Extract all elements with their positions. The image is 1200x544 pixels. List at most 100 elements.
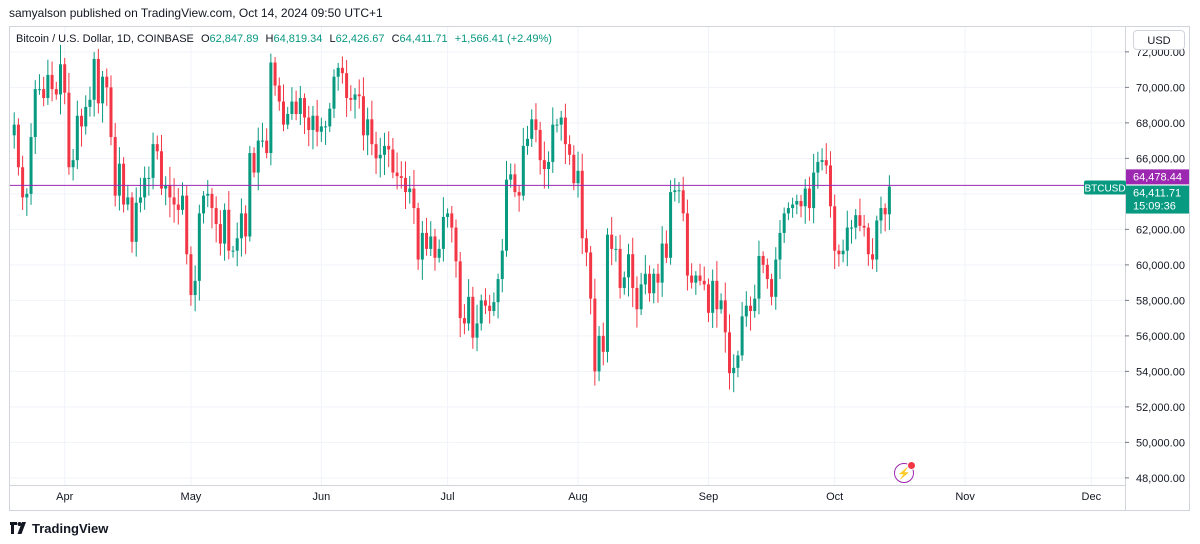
candle-body [340,67,344,74]
candle-body [740,316,744,356]
symbol-legend: Bitcoin / U.S. Dollar, 1D, COINBASE O62,… [16,32,552,46]
candle-body [534,119,538,130]
lightning-icon[interactable]: ⚡ [894,461,916,483]
y-tick-label: 50,000.00 [1136,437,1185,449]
legend-high-value: 64,819.34 [273,33,323,45]
candle-body [281,101,285,125]
candle-body [244,213,248,237]
y-tick-label: 56,000.00 [1136,331,1185,343]
candle-body [807,188,811,209]
candle-body [12,124,16,136]
candle-body [677,190,681,192]
candle-body [54,89,58,95]
candle-body [816,161,820,173]
candle-body [643,273,647,285]
candle-body [101,76,105,104]
legend-low-value: 62,426.67 [335,33,385,45]
candle-body [542,160,546,170]
x-tick-label: Apr [56,491,73,503]
x-tick-label: Aug [568,491,588,503]
candle-body [471,296,475,338]
candle-body [795,200,799,205]
candle-body [277,85,281,102]
candle-body [854,215,858,228]
candle-body [652,273,656,294]
candle-body [635,287,639,310]
candle-body [303,98,307,118]
candle-body [159,151,163,189]
candle-body [92,58,96,100]
candle-body [803,188,807,207]
candle-body [749,305,753,312]
candle-body [467,296,471,324]
publish-header: samyalson published on TradingView.com, … [9,6,383,20]
currency-selector[interactable]: USD [1133,30,1185,50]
candle-body [706,284,710,313]
x-tick-label: Nov [955,491,975,503]
candle-body [530,119,534,139]
y-tick-label: 60,000.00 [1136,260,1185,272]
candle-body [138,197,142,203]
candle-body [63,64,67,93]
legend-open-label: O [200,33,210,45]
candle-body [475,323,479,338]
candle-body [370,119,374,145]
candle-body [273,62,277,86]
hline-price-tag [1126,169,1189,185]
candle-body [210,193,214,209]
symbol-tag [1084,180,1126,195]
candle-body [887,186,891,215]
candle-body [21,167,25,198]
lightning-glyph: ⚡ [897,467,911,480]
candle-body [555,124,559,126]
candle-body [597,335,601,372]
candle-body [812,172,816,209]
candle-body [702,280,706,285]
y-tick-label: 48,000.00 [1136,473,1185,485]
candle-body [378,154,382,159]
candle-body [627,254,631,278]
candle-body [134,202,138,242]
candle-body [479,300,483,324]
tradingview-footer[interactable]: TradingView [10,518,108,538]
candle-body [559,117,563,125]
candle-body [218,224,222,244]
candle-body [176,204,180,210]
candle-body [450,213,454,228]
candle-body [605,234,609,352]
candle-body [96,58,100,104]
candle-body [799,200,803,207]
candle-body [765,264,769,280]
candle-body [639,284,643,310]
candle-body [685,213,689,276]
candle-body [130,197,134,242]
candle-body [143,177,147,198]
candle-body [206,193,210,196]
legend-high-label: H [265,33,274,45]
candle-body [361,96,365,136]
candle-body [117,163,121,196]
candle-body [437,248,441,258]
candle-body [223,209,227,244]
candle-body [441,216,445,249]
candle-body [462,318,466,324]
y-tick-label: 62,000.00 [1136,224,1185,236]
legend-close-label: C [391,33,400,45]
candle-body [517,192,521,196]
legend-change: +1,566.41 (+2.49%) [454,33,552,45]
candle-body [547,161,551,170]
candle-body [778,232,782,260]
candle-body [307,117,311,130]
candle-body [328,108,332,127]
candle-body [239,213,243,239]
candle-body [698,275,702,281]
candle-body [500,250,504,280]
candle-body [538,129,542,161]
candle-body [875,220,879,260]
tradingview-logo-icon [10,522,26,534]
candle-body [744,305,748,317]
candle-body [833,206,837,251]
x-tick-label: Sep [699,491,719,503]
candle-body [492,302,496,312]
